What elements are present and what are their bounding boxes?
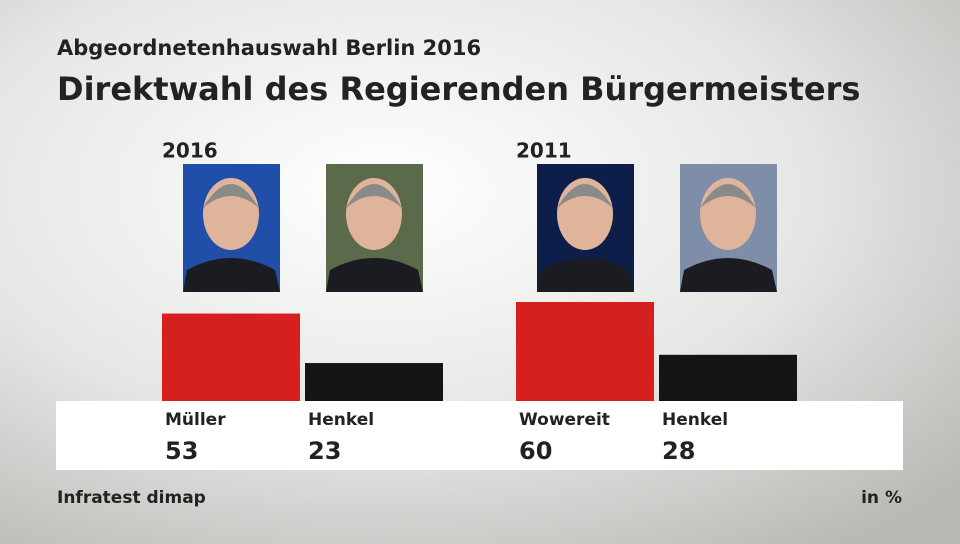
photo-hair [346,184,402,208]
value-label: 53 [165,437,198,465]
source: Infratest dimap [57,488,206,508]
category-label: Müller [165,410,226,430]
photo-body [183,258,280,292]
group-label: 2011 [516,139,572,163]
category-label: Henkel [662,410,728,430]
category-label: Henkel [308,410,374,430]
category-label: Wowereit [519,410,610,430]
photo-body [537,258,634,292]
photo-body [680,258,777,292]
chart-title: Direktwahl des Regierenden Bürgermeister… [57,70,860,108]
photo-hair [557,184,613,208]
photo-hair [203,184,259,208]
label-band [56,401,903,470]
value-label: 23 [308,437,341,465]
bar [305,363,443,401]
value-label: 28 [662,437,695,465]
bar [516,302,654,401]
bar [659,354,797,401]
group-label: 2016 [162,139,218,163]
photo-hair [700,184,756,208]
photo-body [326,258,423,292]
unit: in % [861,488,902,508]
chart-subtitle: Abgeordnetenhauswahl Berlin 2016 [57,36,481,60]
value-label: 60 [519,437,552,465]
bar [162,313,300,401]
